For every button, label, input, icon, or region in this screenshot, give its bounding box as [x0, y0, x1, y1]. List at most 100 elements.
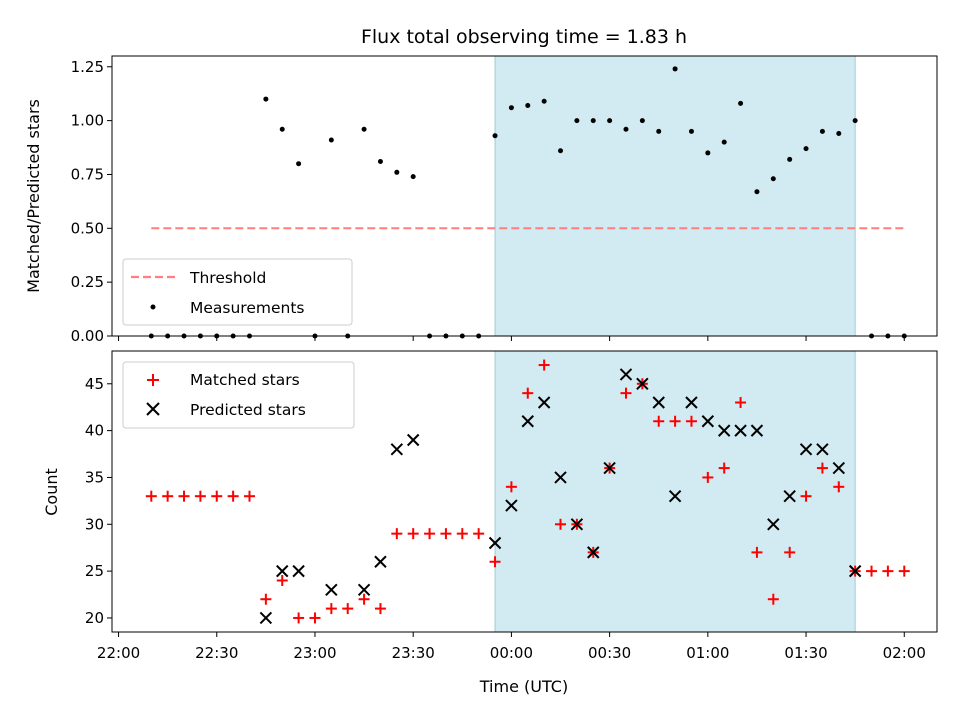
predicted-star-marker	[505, 499, 518, 512]
top-y-tick-label: 0.75	[71, 165, 104, 183]
matched-star-marker	[718, 462, 730, 474]
matched-star-marker	[751, 546, 763, 558]
measurement-point	[639, 118, 645, 124]
bottom-x-tick-label: 22:30	[195, 644, 238, 662]
bottom-y-tick-label: 40	[85, 422, 104, 440]
matched-star-marker	[276, 574, 288, 586]
predicted-star-marker	[848, 564, 862, 578]
bottom-x-tick-label: 01:30	[784, 644, 827, 662]
matched-star-marker	[325, 603, 337, 615]
top-y-tick-label: 0.50	[71, 219, 104, 237]
matched-star-marker	[833, 481, 845, 493]
bottom-y-tick-label: 35	[85, 468, 104, 486]
measurement-point	[819, 128, 825, 134]
matched-star-marker	[473, 528, 485, 540]
bottom-y-tick-label: 20	[85, 609, 104, 627]
predicted-star-marker	[668, 489, 682, 503]
top-y-tick-label: 1.25	[71, 58, 104, 76]
measurement-point	[263, 96, 269, 102]
matched-star-marker	[882, 565, 894, 577]
measurement-point	[377, 159, 383, 165]
matched-star-marker	[342, 603, 354, 615]
matched-star-marker	[702, 471, 714, 483]
predicted-star-marker	[701, 415, 715, 428]
top-axes-frame	[111, 55, 938, 337]
matched-star-marker	[391, 528, 403, 540]
measurement-point	[623, 126, 629, 132]
bottom-legend: Matched stars Predicted stars	[122, 361, 355, 429]
measurement-point	[328, 137, 334, 143]
bottom-y-ticks: 20 25 30 35 40 45	[85, 375, 112, 627]
measurement-point	[541, 98, 547, 104]
matched-star-marker	[489, 556, 501, 568]
top-y-tick-label: 0.25	[71, 273, 104, 291]
measurement-point	[738, 100, 744, 106]
top-legend: Threshold Measurements	[122, 258, 353, 326]
chart-title: Flux total observing time = 1.83 h	[361, 26, 687, 48]
top-y-tick-label: 1.00	[71, 112, 104, 130]
legend-measurements-label: Measurements	[190, 299, 305, 317]
measurement-point	[754, 189, 760, 195]
matched-star-marker	[424, 528, 436, 540]
bottom-x-tick-label: 22:00	[97, 644, 140, 662]
matched-star-marker	[194, 490, 206, 502]
bottom-x-tick-label: 01:00	[686, 644, 729, 662]
measurement-point	[803, 146, 809, 152]
predicted-star-marker	[325, 583, 338, 597]
bottom-x-tick-label: 02:00	[883, 644, 926, 662]
matched-star-marker	[767, 593, 779, 605]
bottom-x-tick-label: 23:00	[293, 644, 336, 662]
measurement-point	[836, 131, 842, 137]
predicted-star-marker	[619, 368, 633, 381]
predicted-star-marker	[767, 518, 780, 531]
measurement-point	[558, 148, 564, 154]
measurement-point	[770, 176, 776, 182]
top-x-ticks	[118, 336, 905, 341]
predicted-star-marker	[587, 546, 600, 559]
matched-star-marker	[685, 415, 697, 427]
measurement-point	[296, 161, 302, 167]
matched-star-marker	[522, 387, 534, 399]
matched-star-marker	[260, 593, 272, 605]
matched-star-marker	[374, 603, 386, 615]
predicted-star-marker	[636, 377, 649, 390]
predicted-star-marker	[390, 443, 404, 456]
predicted-star-marker	[832, 461, 845, 475]
predicted-star-marker	[357, 583, 371, 597]
matched-stars-group	[145, 359, 910, 624]
predicted-star-marker	[734, 424, 747, 437]
matched-star-marker	[538, 359, 550, 371]
predicted-star-marker	[259, 611, 273, 625]
matched-star-marker	[358, 593, 370, 605]
predicted-star-marker	[406, 433, 420, 447]
top-plot: 0.00 0.25 0.50 0.75 1.00 1.25 Matched/Predict…	[24, 55, 938, 345]
measurement-point	[394, 169, 400, 175]
bottom-x-ticks: 22:00 22:30 23:00 23:30 00:00 00:30 01:00 01:30…	[97, 632, 926, 662]
measurement-point	[508, 105, 514, 111]
bottom-plot: 20 25 30 35 40 45 22:00 22:30 23:00 23:30 00:00 00…	[42, 350, 938, 696]
matched-star-marker	[309, 612, 321, 624]
matched-star-marker	[555, 518, 567, 530]
measurement-point	[590, 118, 596, 124]
matched-star-marker	[293, 612, 305, 624]
bottom-axes-frame	[111, 350, 938, 633]
matched-star-marker	[800, 490, 812, 502]
legend-matched-swatch	[147, 374, 159, 386]
measurement-point	[492, 133, 498, 139]
measurement-point	[705, 150, 711, 156]
predicted-star-marker	[521, 415, 534, 428]
predicted-star-marker	[537, 396, 551, 409]
predicted-star-marker	[799, 443, 813, 456]
measurement-point	[525, 103, 531, 109]
top-y-ticks: 0.00 0.25 0.50 0.75 1.00 1.25	[71, 58, 112, 345]
predicted-star-marker	[276, 564, 289, 578]
bottom-x-tick-label: 23:30	[392, 644, 435, 662]
x-axis-label: Time (UTC)	[479, 677, 568, 696]
matched-star-marker	[505, 481, 517, 493]
predicted-star-marker	[603, 461, 616, 475]
measurement-point	[688, 128, 694, 134]
measurement-point	[787, 156, 793, 162]
predicted-star-marker	[816, 443, 829, 456]
predicted-stars-group	[259, 368, 862, 625]
